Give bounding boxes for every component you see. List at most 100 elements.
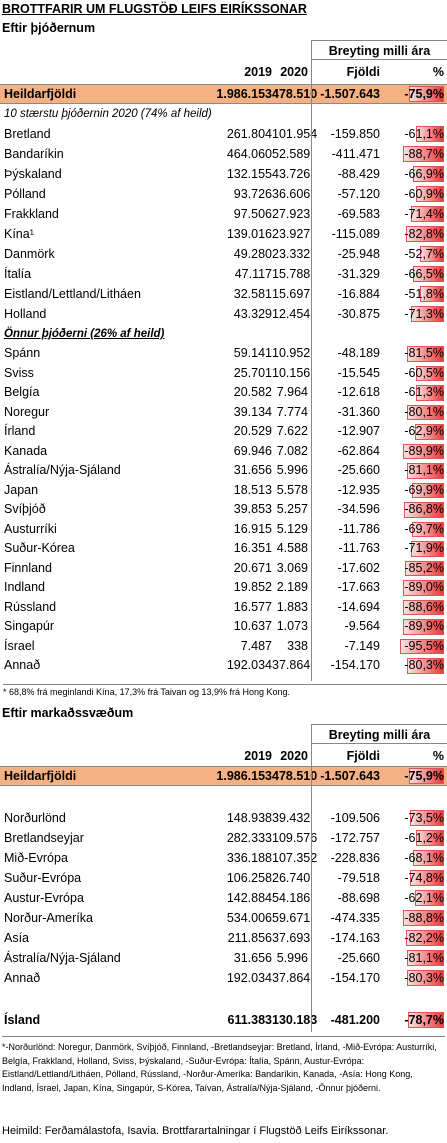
row-label: Ítalía [4,267,32,281]
cell: -79.518 [337,871,380,885]
row-label: Asía [4,931,30,945]
percent-bar [410,810,444,826]
cell: -85,2% [404,560,444,575]
cell: -86,8% [404,502,444,516]
row-label: Sviss [4,365,34,380]
cell: -75,9% [404,769,444,783]
row-label: Suður-Kórea [4,541,75,555]
cell: -1.507.643 [320,769,380,783]
row-label: Mið-Evrópa [4,851,68,865]
column-header: 2019 [244,65,272,79]
cell: 130.183 [272,1013,318,1027]
cell: -159.850 [330,127,380,141]
cell: 7.082 [276,443,308,458]
row-label: Írland [4,424,36,438]
row-label: Indland [4,580,46,594]
row-label: Þýskaland [4,167,62,181]
cell: -12.907 [337,424,380,438]
section-title: Eftir þjóðernum [2,21,96,35]
percent-bar [409,86,444,102]
row-label: Finnland [4,560,52,575]
cell: -17.663 [337,580,380,594]
cell: -74,8% [404,871,444,885]
cell: -61,2% [404,831,444,845]
group-title: Önnur þjóðerni (26% af heild) [4,328,165,340]
cell: 31.656 [233,951,272,965]
row-label: Danmörk [4,247,55,261]
percent-bar [409,768,444,784]
cell: -73,5% [404,811,444,825]
cell: 261.804 [226,127,272,141]
row-label: Ísrael [4,638,35,653]
row-label: Suður-Evrópa [4,871,82,885]
cell: -60,5% [404,365,444,380]
percent-bar [413,166,444,182]
cell: -481.200 [330,1013,380,1027]
title: BROTTFARIR UM FLUGSTÖÐ LEIFS EIRÍKSSONAR [2,2,307,16]
cell: 37.693 [272,931,311,945]
cell: 39.432 [272,811,311,825]
cell: 20.671 [233,560,272,575]
cell: 109.576 [272,831,318,845]
row-label: Bretlandseyjar [4,831,84,845]
cell: 5.129 [276,521,308,536]
row-label: Belgía [4,385,40,399]
cell: 23.927 [272,227,311,241]
cell: -71,4% [404,207,444,221]
cell: 27.923 [272,207,311,221]
cell: -109.506 [330,811,380,825]
percent-bar [407,970,444,986]
percent-bar [402,443,444,459]
cell: 107.352 [272,851,318,865]
column-header: Fjöldi [346,749,380,763]
cell: 39.134 [233,404,272,419]
cell: -31.360 [337,404,380,419]
cell: -80,3% [404,658,444,672]
cell: 32.581 [233,287,272,301]
cell: 49.280 [233,247,272,261]
percent-bar [400,638,444,654]
cell: 5.996 [276,951,308,965]
row-label: Annað [4,658,41,672]
footnote: *-Norðurlönd: Noregur, Danmörk, Svíþjóð,… [2,1036,445,1118]
row-label: Japan [4,482,39,497]
cell: 12.454 [272,307,311,321]
percent-bar [406,346,444,362]
cell: 1.073 [276,619,308,633]
percent-bar [402,619,444,635]
cell: 10.156 [272,365,311,380]
cell: 25.701 [233,365,272,380]
cell: 52.589 [272,147,311,161]
cell: -16.884 [337,287,380,301]
cell: -62.864 [337,443,380,458]
cell: 1.883 [276,599,308,614]
row-background [0,84,447,104]
cell: 7.774 [276,404,308,419]
cell: -7.149 [344,638,380,653]
cell: -82,2% [404,931,444,945]
cell: 19.852 [233,580,272,594]
cell: 36.606 [272,187,311,201]
row-label: Rússland [4,599,57,614]
row-label: Pólland [4,187,46,201]
percent-bar [415,186,444,202]
cell: 1.986.153 [216,87,272,101]
cell: -68,1% [404,851,444,865]
column-header: 2019 [244,749,272,763]
cell: -95,5% [404,638,444,653]
cell: -81,1% [404,463,444,477]
percent-bar [407,404,444,420]
percent-bar [405,226,444,242]
cell: 611.383 [227,1013,273,1027]
cell: 211.856 [227,931,272,945]
row-label: Ástralía/Nýja-Sjáland [4,951,121,965]
cell: -66,9% [404,167,444,181]
cell: 464.060 [226,147,272,161]
cell: -9.564 [344,619,380,633]
cell: -15.545 [337,365,380,380]
percent-bar [411,306,444,322]
cell: -154.170 [330,971,380,985]
column-header: 2020 [280,749,308,763]
cell: -61,1% [404,127,444,141]
cell: -25.660 [337,951,380,965]
